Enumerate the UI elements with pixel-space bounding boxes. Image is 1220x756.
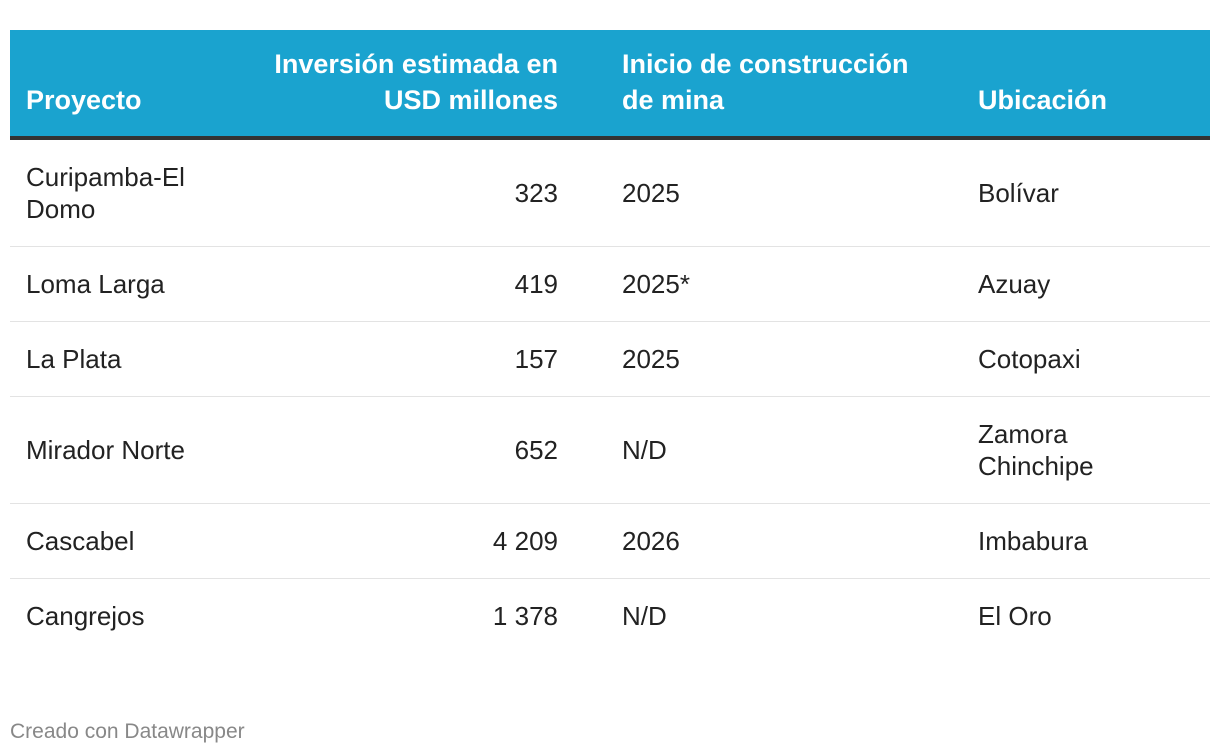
table-row: Cascabel 4 209 2026 Imbabura [10, 503, 1210, 579]
cell-investment: 157 [226, 321, 582, 397]
table-row: Curipamba-El Domo 323 2025 Bolívar [10, 138, 1210, 247]
table-header: Proyecto Inversión estimada en USD millo… [10, 30, 1210, 140]
cell-location: Imbabura [920, 503, 1210, 579]
cell-construction-start: 2025 [582, 138, 920, 247]
cell-location: El Oro [978, 601, 1052, 631]
table-row: Cangrejos 1 378 N/D El Oro [10, 579, 1210, 654]
header-investment[interactable]: Inversión estimada en USD millones [226, 30, 582, 140]
cell-construction-start: 2026 [582, 503, 920, 579]
datawrapper-credit-link[interactable]: Creado con Datawrapper [10, 720, 245, 743]
cell-project: La Plata [10, 321, 226, 397]
cell-project: Mirador Norte [10, 396, 226, 504]
table-row: La Plata 157 2025 Cotopaxi [10, 321, 1210, 397]
cell-investment: 1 378 [492, 601, 558, 631]
cell-location: Azuay [920, 246, 1210, 322]
cell-project: Cascabel [10, 503, 226, 579]
cell-investment: 419 [226, 246, 582, 322]
cell-project: Curipamba-El Domo [10, 138, 226, 247]
cell-location: Bolívar [920, 138, 1210, 247]
cell-location: Cotopaxi [920, 321, 1210, 397]
cell-construction-start: N/D [582, 396, 920, 504]
cell-construction-start: 2025* [582, 246, 920, 322]
table-row: Loma Larga 419 2025* Azuay [10, 246, 1210, 322]
header-project[interactable]: Proyecto [10, 30, 226, 140]
data-table-container: Proyecto Inversión estimada en USD millo… [10, 30, 1210, 653]
cell-investment: 4 209 [226, 503, 582, 579]
cell-project: Loma Larga [10, 246, 226, 322]
cell-location-text: Zamora Chinchipe [978, 419, 1094, 481]
header-row: Proyecto Inversión estimada en USD millo… [10, 30, 1210, 140]
cell-investment: 652 [226, 396, 582, 504]
table-row: Mirador Norte 652 N/D Zamora Chinchipe [10, 396, 1210, 504]
table-body: Curipamba-El Domo 323 2025 Bolívar Loma … [10, 138, 1210, 653]
cell-project: Cangrejos [26, 601, 145, 631]
cell-location: Zamora Chinchipe [920, 396, 1210, 504]
cell-construction-start: 2025 [582, 321, 920, 397]
cell-construction-start: N/D [622, 601, 667, 631]
header-construction-start[interactable]: Inicio de construcción de mina [582, 30, 920, 140]
projects-table: Proyecto Inversión estimada en USD millo… [10, 30, 1210, 653]
header-location[interactable]: Ubicación [920, 30, 1210, 140]
cell-investment: 323 [226, 138, 582, 247]
